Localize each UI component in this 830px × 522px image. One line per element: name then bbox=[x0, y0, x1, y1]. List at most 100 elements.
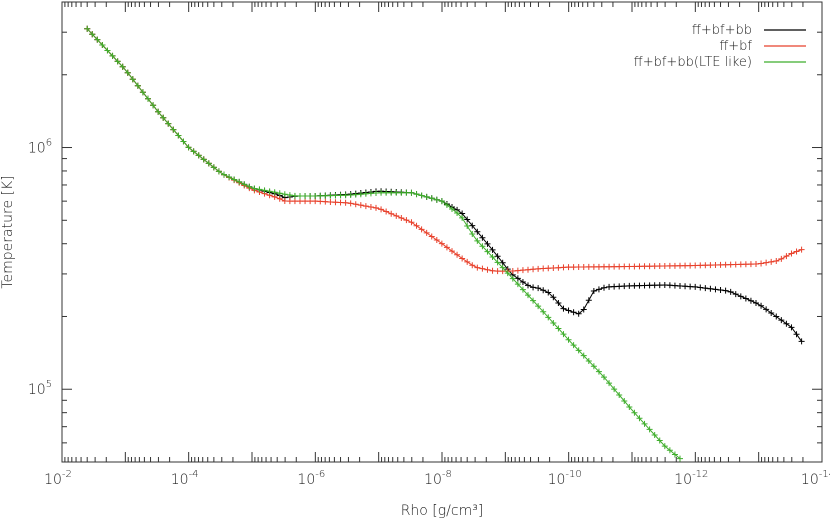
data-point bbox=[347, 200, 354, 207]
data-point bbox=[778, 255, 785, 262]
data-point bbox=[737, 293, 744, 300]
data-point bbox=[302, 193, 309, 200]
data-point bbox=[540, 265, 547, 272]
data-point bbox=[753, 260, 760, 267]
data-point bbox=[428, 233, 435, 240]
data-point bbox=[155, 108, 162, 115]
data-point bbox=[357, 202, 364, 209]
data-point bbox=[641, 420, 648, 427]
data-point bbox=[707, 285, 714, 292]
data-point bbox=[286, 198, 293, 205]
y-tick-label: 106 bbox=[28, 138, 52, 157]
data-point bbox=[352, 201, 359, 208]
data-point bbox=[317, 192, 324, 199]
data-point bbox=[590, 287, 597, 294]
data-point bbox=[606, 263, 613, 270]
data-point bbox=[580, 263, 587, 270]
data-point bbox=[388, 189, 395, 196]
data-point bbox=[788, 324, 795, 331]
data-point bbox=[616, 392, 623, 399]
data-point bbox=[560, 305, 567, 312]
data-point bbox=[109, 52, 116, 59]
data-point bbox=[758, 302, 765, 309]
data-point bbox=[413, 222, 420, 229]
data-point bbox=[388, 210, 395, 217]
data-point bbox=[651, 282, 658, 289]
data-point bbox=[489, 246, 496, 253]
data-point bbox=[332, 192, 339, 199]
data-point bbox=[276, 190, 283, 197]
data-point bbox=[286, 192, 293, 199]
data-point bbox=[646, 426, 653, 433]
data-point bbox=[221, 171, 228, 178]
data-point bbox=[241, 181, 248, 188]
y-tick-label: 105 bbox=[28, 379, 52, 398]
data-point bbox=[418, 226, 425, 233]
data-point bbox=[94, 36, 101, 43]
data-point bbox=[423, 193, 430, 200]
data-point bbox=[530, 284, 537, 291]
data-point bbox=[347, 192, 354, 199]
data-point bbox=[312, 193, 319, 200]
data-point bbox=[727, 261, 734, 268]
data-point bbox=[646, 263, 653, 270]
data-point bbox=[494, 253, 501, 260]
data-point bbox=[89, 31, 96, 38]
data-point bbox=[479, 234, 486, 241]
data-point bbox=[443, 244, 450, 251]
data-point bbox=[266, 188, 273, 195]
data-point bbox=[464, 216, 471, 223]
data-point bbox=[322, 198, 329, 205]
data-point bbox=[393, 189, 400, 196]
data-point bbox=[742, 295, 749, 302]
data-point bbox=[742, 261, 749, 268]
data-point bbox=[575, 347, 582, 354]
data-point bbox=[261, 187, 268, 194]
data-point bbox=[190, 148, 197, 155]
data-point bbox=[722, 261, 729, 268]
data-point bbox=[367, 190, 374, 197]
data-point bbox=[104, 47, 111, 54]
data-point bbox=[631, 263, 638, 270]
data-point bbox=[606, 380, 613, 387]
data-point bbox=[747, 297, 754, 304]
data-point bbox=[595, 368, 602, 375]
data-point bbox=[479, 243, 486, 250]
data-point bbox=[626, 282, 633, 289]
data-point bbox=[565, 307, 572, 314]
data-point bbox=[545, 289, 552, 296]
data-point bbox=[555, 325, 562, 332]
data-point bbox=[570, 264, 577, 271]
data-point bbox=[661, 262, 668, 269]
data-point bbox=[297, 198, 304, 205]
data-point bbox=[175, 132, 182, 139]
data-point bbox=[580, 306, 587, 313]
data-point bbox=[687, 262, 694, 269]
data-point bbox=[383, 189, 390, 196]
data-point bbox=[768, 258, 775, 265]
data-point bbox=[413, 191, 420, 198]
plot-area bbox=[84, 25, 805, 462]
data-point bbox=[763, 259, 770, 266]
data-point bbox=[312, 198, 319, 205]
data-point bbox=[671, 282, 678, 289]
data-point bbox=[590, 263, 597, 270]
data-point bbox=[291, 198, 298, 205]
data-point bbox=[281, 198, 288, 205]
data-point bbox=[337, 192, 344, 199]
data-point bbox=[408, 189, 415, 196]
data-point bbox=[540, 308, 547, 315]
data-point bbox=[595, 286, 602, 293]
data-point bbox=[519, 286, 526, 293]
data-point bbox=[438, 198, 445, 205]
data-point bbox=[454, 210, 461, 217]
data-point bbox=[727, 288, 734, 295]
data-point bbox=[732, 261, 739, 268]
x-tick-label: 10-2 bbox=[44, 469, 72, 488]
data-point bbox=[271, 189, 278, 196]
data-point bbox=[469, 262, 476, 269]
data-point bbox=[747, 261, 754, 268]
data-point bbox=[636, 282, 643, 289]
data-point bbox=[712, 261, 719, 268]
